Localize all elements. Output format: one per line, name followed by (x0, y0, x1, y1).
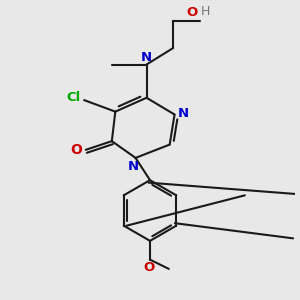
Text: H: H (201, 5, 211, 18)
Text: O: O (186, 6, 197, 19)
Text: N: N (178, 107, 189, 120)
Text: N: N (128, 160, 139, 173)
Text: O: O (143, 261, 155, 274)
Text: N: N (141, 51, 152, 64)
Text: Cl: Cl (66, 91, 81, 104)
Text: O: O (70, 143, 83, 157)
